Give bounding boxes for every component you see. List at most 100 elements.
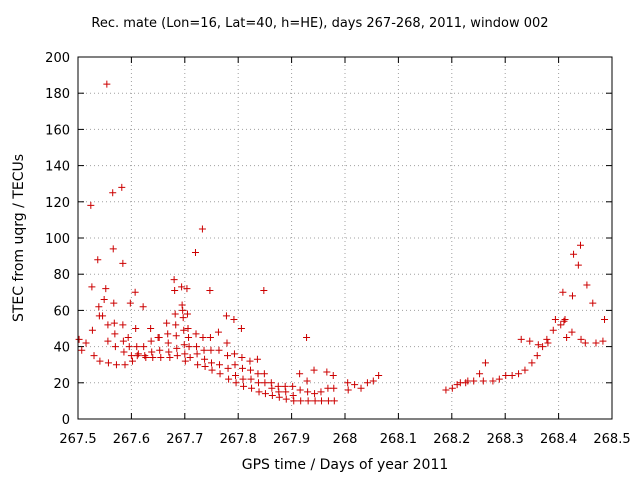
data-point [193, 343, 201, 351]
data-point [104, 321, 112, 329]
data-point [330, 397, 338, 405]
data-point [303, 377, 311, 385]
data-point [324, 384, 332, 392]
data-point [543, 335, 551, 343]
data-point [559, 288, 567, 296]
data-point [99, 312, 107, 320]
data-point [216, 361, 224, 369]
data-point [155, 334, 163, 342]
data-point [311, 390, 319, 398]
data-points [75, 80, 609, 405]
data-point [178, 283, 186, 291]
y-tick-label: 20 [53, 377, 70, 392]
data-point [201, 363, 209, 371]
data-point [173, 352, 181, 360]
data-point [200, 346, 208, 354]
data-point [470, 377, 478, 385]
y-tick-label: 80 [53, 268, 70, 283]
data-point [267, 379, 275, 387]
data-point [240, 382, 248, 390]
data-point [230, 350, 238, 358]
data-point [120, 348, 128, 356]
data-point [476, 370, 484, 378]
data-point [495, 375, 503, 383]
data-point [164, 330, 172, 338]
data-point [110, 319, 118, 327]
data-point [133, 352, 141, 360]
y-tick-label: 180 [45, 87, 70, 102]
data-point [296, 370, 304, 378]
data-point [157, 353, 165, 361]
data-point [330, 384, 338, 392]
data-point [119, 321, 127, 329]
data-point [534, 341, 542, 349]
data-point [311, 397, 319, 405]
data-point [275, 388, 283, 396]
data-point [289, 382, 297, 390]
data-point [275, 393, 283, 401]
data-point [479, 377, 487, 385]
data-point [125, 343, 133, 351]
data-point [601, 315, 609, 323]
data-point [180, 326, 188, 334]
data-point [282, 388, 290, 396]
data-point [239, 375, 247, 383]
data-point [592, 339, 600, 347]
data-point [104, 359, 112, 367]
data-point [375, 372, 383, 380]
data-point [296, 386, 304, 394]
data-point [111, 330, 119, 338]
data-point [282, 395, 290, 403]
data-point [570, 250, 578, 258]
chart-title: Rec. mate (Lon=16, Lat=40, h=HE), days 2… [91, 16, 549, 31]
data-point [563, 334, 571, 342]
x-tick-label: 268.2 [433, 432, 470, 447]
data-point [96, 357, 104, 365]
data-point [149, 353, 157, 361]
y-tick-label: 40 [53, 341, 70, 356]
data-point [183, 285, 191, 293]
data-point [184, 325, 192, 332]
data-point [261, 390, 269, 398]
data-point [357, 384, 365, 392]
data-point [369, 377, 377, 385]
data-point [179, 306, 187, 314]
data-point [539, 343, 547, 351]
data-point [230, 315, 238, 323]
data-point [201, 355, 209, 363]
data-point [560, 317, 568, 325]
data-point [526, 337, 534, 345]
data-point [246, 366, 254, 374]
plot-frame [77, 56, 613, 420]
data-point [557, 321, 565, 329]
data-point [248, 384, 256, 392]
y-tick-label: 140 [45, 160, 70, 175]
data-point [126, 299, 134, 307]
data-point [109, 189, 117, 197]
data-point [191, 248, 199, 256]
data-point [216, 370, 224, 378]
data-point [131, 288, 139, 296]
data-point [502, 372, 510, 380]
data-point [88, 283, 96, 291]
x-axis-label: GPS time / Days of year 2011 [241, 457, 449, 473]
data-point [94, 256, 102, 264]
data-point [147, 325, 155, 332]
data-point [489, 377, 497, 385]
data-point [181, 350, 189, 358]
tick-labels: 267.5 267.6 267.7 267.8 267.9 268 268.1 268.2 26… [45, 51, 630, 447]
data-point [231, 361, 239, 369]
data-point [156, 346, 164, 354]
data-point [164, 339, 172, 347]
data-point [127, 352, 135, 360]
data-point [232, 372, 240, 380]
data-point [533, 352, 541, 360]
data-point [139, 303, 147, 311]
data-point [119, 259, 127, 267]
data-point [329, 372, 337, 380]
data-point [551, 315, 559, 323]
data-point [224, 364, 232, 372]
data-point [246, 357, 254, 365]
data-point [124, 334, 132, 342]
